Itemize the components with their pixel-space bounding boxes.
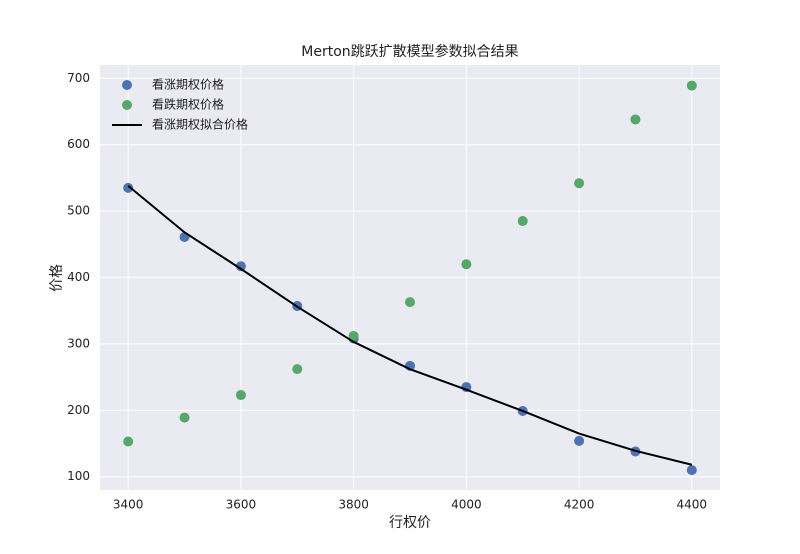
marks	[123, 80, 697, 476]
point	[235, 261, 246, 272]
point	[235, 390, 246, 401]
point	[517, 216, 528, 227]
grid: 3400 3600 3800 4000 4200 4400 100 200 300 400 500 6…	[67, 65, 720, 512]
y-tick-label: 700	[67, 71, 90, 85]
y-tick-label: 400	[67, 270, 90, 284]
point	[405, 297, 415, 308]
chart-title: Merton跳跃扩散模型参数拟合结果	[301, 43, 518, 60]
y-tick-label: 300	[67, 336, 90, 350]
point	[574, 435, 585, 446]
x-tick-label: 4000	[451, 498, 482, 512]
x-tick-label: 3400	[113, 498, 144, 512]
point	[348, 330, 359, 341]
point	[630, 114, 641, 125]
point	[574, 178, 585, 189]
x-tick-label: 4200	[564, 498, 595, 512]
x-tick-label: 3800	[338, 498, 369, 512]
point	[179, 412, 190, 423]
point	[123, 436, 134, 447]
legend-label: 看跌期权价格	[152, 97, 224, 112]
legend-label: 看涨期权价格	[152, 77, 224, 92]
y-tick-label: 500	[67, 204, 90, 218]
fit-line	[127, 185, 693, 466]
legend-swatch	[122, 100, 132, 110]
legend-swatch	[122, 80, 132, 90]
point	[292, 364, 303, 375]
x-axis-label: 行权价	[389, 515, 431, 531]
point	[686, 465, 697, 476]
y-tick-label: 100	[67, 469, 90, 483]
x-tick-label: 3600	[226, 498, 257, 512]
x-tick-label: 4400	[677, 498, 708, 512]
point	[461, 259, 472, 270]
point	[123, 182, 134, 193]
y-tick-label: 600	[67, 137, 90, 151]
point	[686, 80, 697, 91]
legend-label: 看涨期权拟合价格	[152, 117, 248, 132]
y-tick-label: 200	[67, 403, 90, 417]
y-axis-label: 价格	[49, 264, 65, 292]
